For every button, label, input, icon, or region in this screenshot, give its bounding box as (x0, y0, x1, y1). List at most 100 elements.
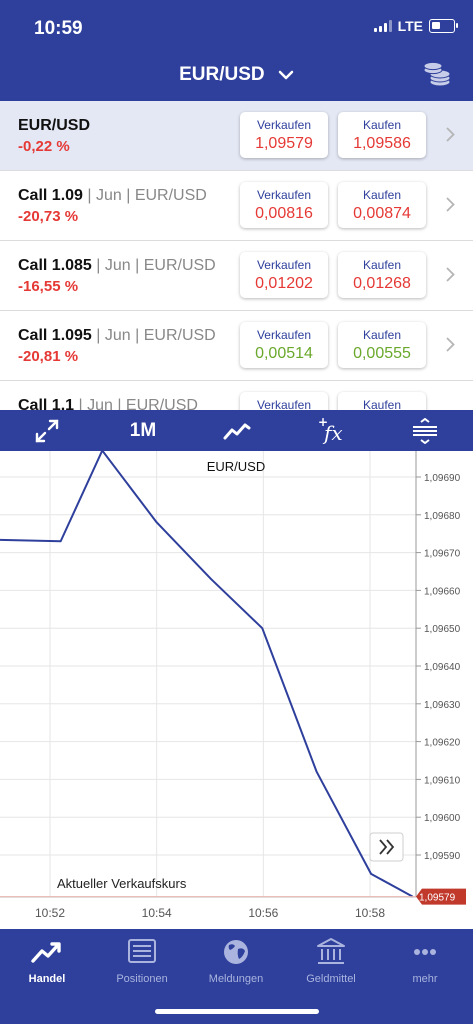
instrument-sub: | Jun | EUR/USD (74, 397, 198, 411)
sell-label: Verkaufen (256, 118, 312, 132)
x-tick-label: 10:56 (248, 906, 278, 920)
tab-label: Geldmittel (306, 973, 356, 985)
coins-button[interactable] (423, 58, 451, 93)
instrument-row[interactable]: Call 1.095 | Jun | EUR/USD -20,81 % Verk… (0, 311, 473, 381)
sell-price: 1,09579 (255, 135, 313, 152)
buy-label: Kaufen (362, 328, 402, 342)
instrument-sub: | Jun | EUR/USD (82, 187, 207, 204)
top-bar: 10:59 LTE EUR/USD (0, 0, 473, 101)
sell-button[interactable]: Verkaufen 0,01202 (240, 252, 328, 298)
instrument-row[interactable]: Call 1.085 | Jun | EUR/USD -16,55 % Verk… (0, 241, 473, 311)
adjust-icon (413, 417, 437, 444)
instrument-change: -0,22 % (18, 138, 70, 155)
list-icon (128, 939, 156, 963)
instrument-sub: | Jun | EUR/USD (91, 257, 216, 274)
tab-positionen[interactable]: Positionen (95, 937, 189, 985)
y-tick-label: 1,09620 (424, 738, 461, 749)
tab-geldmittel[interactable]: Geldmittel (284, 937, 378, 985)
y-axis-labels: 1,09590 1,09600 1,09610 1,09620 1,09630 1,096… (424, 473, 461, 862)
instrument-name: EUR/USD (18, 117, 91, 134)
current-price-label: Aktueller Verkaufskurs (57, 876, 187, 891)
tab-label: Positionen (116, 973, 168, 985)
y-tick-label: 1,09650 (424, 624, 461, 635)
sell-price: 0,01202 (255, 275, 313, 292)
buy-label: Kaufen (362, 258, 402, 272)
buy-button[interactable]: Kaufen 0,00555 (338, 322, 426, 368)
tab-label: Handel (28, 973, 66, 985)
battery-icon (429, 19, 458, 33)
sell-price: 0,00816 (255, 205, 313, 222)
tab-label: Meldungen (208, 973, 264, 985)
y-tick-label: 1,09640 (424, 662, 461, 673)
instrument-name: Call 1.09 (18, 187, 83, 204)
instrument-selector[interactable]: EUR/USD (0, 64, 473, 86)
sell-button[interactable]: Verkaufen 0,00816 (240, 182, 328, 228)
sell-label: Verkaufen (256, 398, 312, 411)
page-title: EUR/USD (179, 64, 265, 85)
buy-price: 0,00874 (353, 205, 411, 222)
buy-label: Kaufen (362, 118, 402, 132)
price-chart[interactable]: EUR/USD 1,09590 1,09600 1,09610 1,09620 1,09… (0, 449, 473, 929)
instrument-change: -16,55 % (18, 278, 79, 295)
expand-icon (35, 419, 59, 442)
instrument-row[interactable]: Call 1.1 | Jun | EUR/USD Verkaufen Kaufe… (0, 381, 473, 411)
chart-type-button[interactable] (212, 410, 262, 451)
chart-settings-button[interactable] (400, 410, 450, 451)
buy-button[interactable]: Kaufen 0,01268 (338, 252, 426, 298)
buy-button[interactable]: Kaufen 1,09586 (338, 112, 426, 158)
sell-button[interactable]: Verkaufen 0,00514 (240, 322, 328, 368)
x-tick-label: 10:54 (142, 906, 172, 920)
instrument-name: Call 1.095 (18, 327, 92, 344)
buy-label: Kaufen (362, 188, 402, 202)
indicators-button[interactable]: + fx (306, 410, 356, 451)
instrument-sub: | Jun | EUR/USD (91, 327, 216, 344)
trend-icon (31, 942, 61, 963)
tab-bar: Handel Positionen Meldungen Geldmittel m… (0, 929, 473, 1024)
sell-label: Verkaufen (256, 258, 312, 272)
buy-button[interactable]: Kaufen 0,00874 (338, 182, 426, 228)
price-series (0, 449, 416, 898)
instrument-name: Call 1.085 (18, 257, 92, 274)
y-tick-label: 1,09660 (424, 586, 461, 597)
tab-handel[interactable]: Handel (0, 937, 94, 985)
svg-text:+: + (318, 416, 328, 429)
buy-price: 0,00555 (353, 345, 411, 362)
status-time: 10:59 (34, 18, 83, 39)
tab-meldungen[interactable]: Meldungen (189, 937, 283, 985)
instrument-row[interactable]: EUR/USD -0,22 % Verkaufen 1,09579 Kaufen 1… (0, 101, 473, 171)
tab-label: mehr (412, 973, 438, 985)
fullscreen-button[interactable] (22, 410, 72, 451)
status-indicators: LTE (373, 18, 458, 34)
instrument-row[interactable]: Call 1.09 | Jun | EUR/USD -20,73 % Verka… (0, 171, 473, 241)
chart-toolbar: 1M + fx (0, 410, 473, 451)
x-tick-label: 10:58 (355, 906, 385, 920)
y-tick-label: 1,09600 (424, 813, 461, 824)
more-icon (414, 949, 436, 955)
chevron-right-icon[interactable] (446, 267, 455, 282)
double-chevron-icon (379, 839, 395, 855)
y-tick-label: 1,09630 (424, 700, 461, 711)
sell-label: Verkaufen (256, 188, 312, 202)
buy-button[interactable]: Kaufen (338, 392, 426, 411)
chevron-right-icon[interactable] (446, 127, 455, 142)
chevron-right-icon[interactable] (446, 197, 455, 212)
tab-mehr[interactable]: mehr (378, 937, 472, 985)
coins-icon (423, 61, 451, 87)
scroll-right-button[interactable] (369, 832, 404, 862)
y-tick-label: 1,09590 (424, 851, 461, 862)
instrument-change: -20,73 % (18, 208, 79, 225)
buy-label: Kaufen (362, 398, 402, 411)
instrument-list: EUR/USD -0,22 % Verkaufen 1,09579 Kaufen 1… (0, 101, 473, 411)
bank-icon (317, 938, 345, 964)
sell-button[interactable]: Verkaufen 1,09579 (240, 112, 328, 158)
chevron-right-icon[interactable] (446, 337, 455, 352)
globe-icon (224, 940, 248, 964)
sell-button[interactable]: Verkaufen (240, 392, 328, 411)
chart-grid (0, 451, 421, 898)
price-line (0, 449, 414, 898)
period-button[interactable]: 1M (129, 419, 157, 441)
y-tick-label: 1,09680 (424, 511, 461, 522)
sell-label: Verkaufen (256, 328, 312, 342)
instrument-name: Call 1.1 (18, 397, 75, 411)
y-tick-label: 1,09690 (424, 473, 461, 484)
